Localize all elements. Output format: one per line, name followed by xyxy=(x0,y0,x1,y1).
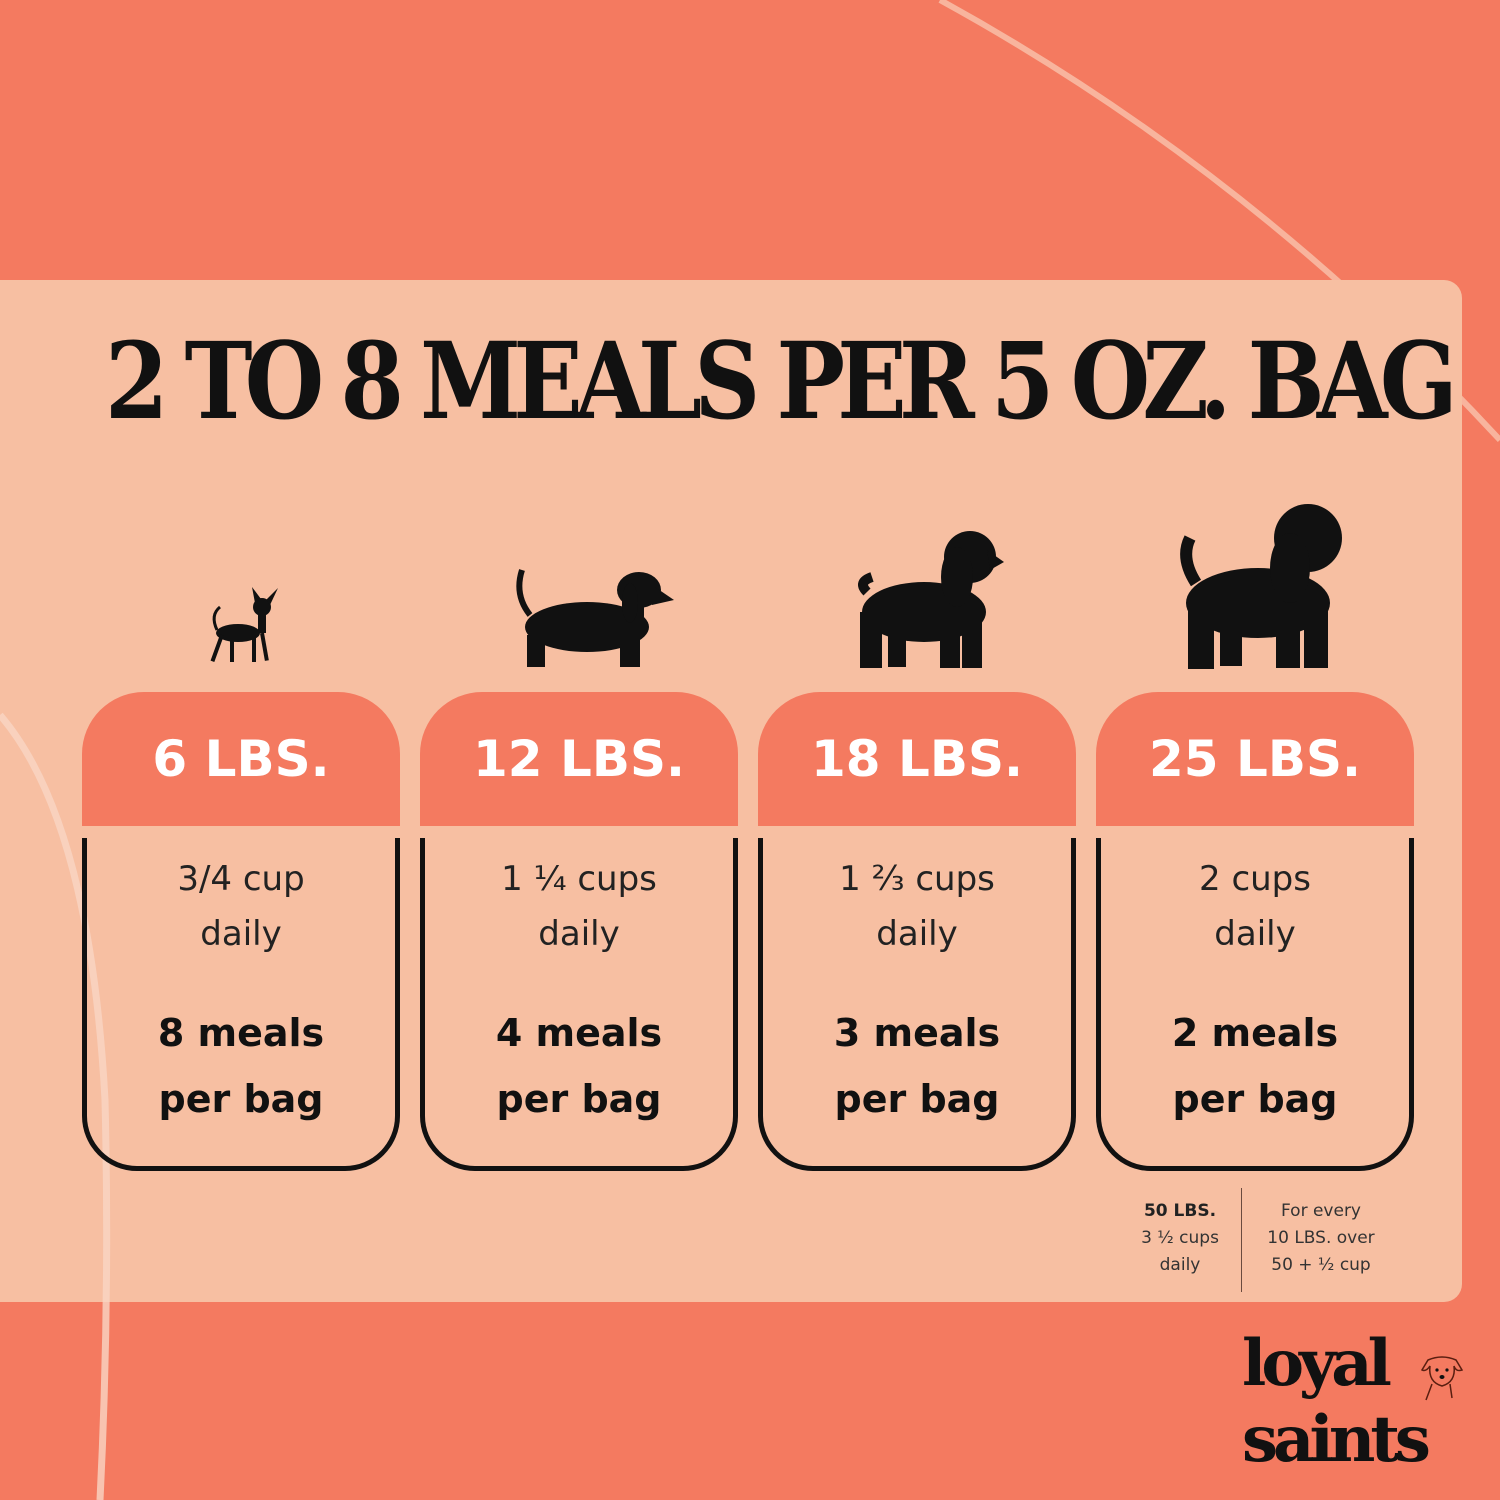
poodle-icon xyxy=(1180,504,1342,669)
card-body: 1 ¼ cups daily 4 meals per bag xyxy=(420,838,738,1171)
feeding-card-18-lbs: 18 LBS. 1 ⅔ cups daily 3 meals per bag xyxy=(758,692,1076,1176)
brand-logo: loyal saints xyxy=(1242,1326,1431,1478)
chihuahua-icon xyxy=(210,587,278,662)
footnote-line-2: 10 LBS. over xyxy=(1267,1228,1375,1248)
footnote-line-1: For every xyxy=(1281,1201,1361,1221)
card-amount-unit: daily xyxy=(1214,914,1296,954)
logo-line-1: loyal xyxy=(1242,1326,1392,1401)
footnote-50-lbs: 50 LBS. 3 ½ cups daily xyxy=(1130,1198,1230,1279)
card-meals: 4 meals xyxy=(495,1011,663,1055)
card-meals: 3 meals xyxy=(833,1011,1001,1055)
dog-face-logo-icon xyxy=(1420,1356,1464,1401)
card-amount: 2 cups xyxy=(1199,859,1311,899)
feeding-card-12-lbs: 12 LBS. 1 ¼ cups daily 4 meals per bag xyxy=(420,692,738,1176)
footnote-unit: daily xyxy=(1159,1255,1201,1275)
dachshund-icon xyxy=(516,569,674,667)
card-meals-unit: per bag xyxy=(158,1077,324,1121)
card-body: 1 ⅔ cups daily 3 meals per bag xyxy=(758,838,1076,1171)
card-weight: 18 LBS. xyxy=(758,692,1076,826)
feeding-card-25-lbs: 25 LBS. 2 cups daily 2 meals per bag xyxy=(1096,692,1414,1176)
card-amount-unit: daily xyxy=(200,914,282,954)
card-body: 2 cups daily 2 meals per bag xyxy=(1096,838,1414,1171)
card-meals: 8 meals xyxy=(157,1011,325,1055)
feeding-card-6-lbs: 6 LBS. 3/4 cup daily 8 meals per bag xyxy=(82,692,400,1176)
spaniel-icon xyxy=(858,531,1004,668)
footnote-amount: 3 ½ cups xyxy=(1141,1228,1219,1248)
card-amount-unit: daily xyxy=(876,914,958,954)
card-weight: 12 LBS. xyxy=(420,692,738,826)
card-amount: 1 ¼ cups xyxy=(501,859,657,899)
footnote-line-3: 50 + ½ cup xyxy=(1271,1255,1371,1275)
card-meals-unit: per bag xyxy=(496,1077,662,1121)
card-amount-unit: daily xyxy=(538,914,620,954)
footnote-weight: 50 LBS. xyxy=(1143,1201,1217,1221)
card-weight: 25 LBS. xyxy=(1096,692,1414,826)
footnote-extra: For every 10 LBS. over 50 + ½ cup xyxy=(1255,1198,1387,1279)
logo-line-2: saints xyxy=(1242,1402,1431,1477)
page-title: 2 TO 8 MEALS PER 5 OZ. BAG xyxy=(105,318,1458,443)
card-meals-unit: per bag xyxy=(1172,1077,1338,1121)
card-amount: 3/4 cup xyxy=(177,859,305,899)
card-amount: 1 ⅔ cups xyxy=(839,859,995,899)
card-body: 3/4 cup daily 8 meals per bag xyxy=(82,838,400,1171)
footnote-divider xyxy=(1241,1188,1242,1292)
card-meals-unit: per bag xyxy=(834,1077,1000,1121)
card-meals: 2 meals xyxy=(1171,1011,1339,1055)
card-weight: 6 LBS. xyxy=(82,692,400,826)
